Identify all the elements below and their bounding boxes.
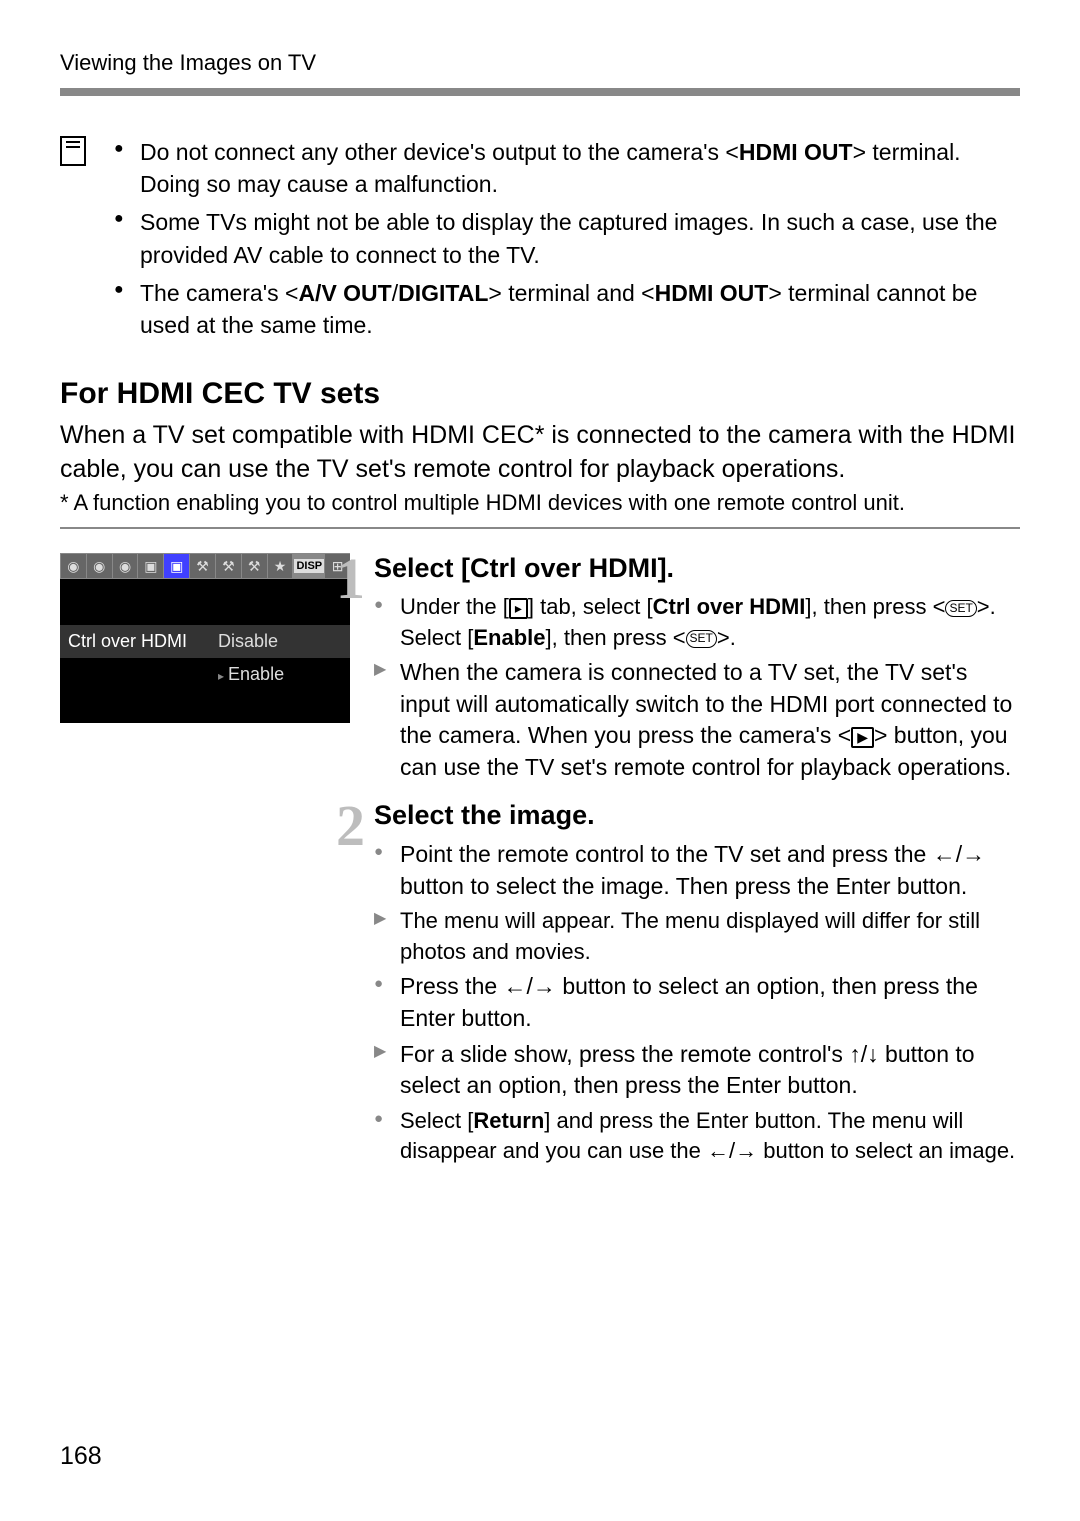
note-text: Do not connect any other device's output… bbox=[140, 139, 739, 165]
note-item: Do not connect any other device's output… bbox=[114, 136, 1020, 200]
note-text: > terminal and < bbox=[488, 280, 654, 306]
playback-tab-icon: ▸ bbox=[509, 598, 528, 619]
step-body: Point the remote control to the TV set a… bbox=[374, 839, 1020, 1167]
note-strong: DIGITAL bbox=[398, 280, 488, 306]
t: ], then press < bbox=[546, 625, 686, 650]
section-footnote: * A function enabling you to control mul… bbox=[60, 489, 1020, 518]
menu-row-sub-value: Enable bbox=[218, 664, 284, 685]
note-icon bbox=[60, 136, 86, 166]
menu-tab: ⚒ bbox=[215, 554, 241, 578]
page-number: 168 bbox=[60, 1442, 102, 1471]
step-bullet: Point the remote control to the TV set a… bbox=[374, 839, 1020, 902]
playback-icon: ▶ bbox=[851, 727, 874, 748]
step-number-icon: 2 bbox=[336, 800, 365, 852]
step-number-icon: 1 bbox=[336, 553, 365, 605]
page-header-title: Viewing the Images on TV bbox=[60, 50, 1020, 76]
section-divider bbox=[60, 527, 1020, 529]
menu-tab: ★ bbox=[267, 554, 293, 578]
menu-box: ◉ ◉ ◉ ▣ ▣ ⚒ ⚒ ⚒ ★ DISP ⊞ Ctrl over HDMI … bbox=[60, 553, 350, 723]
t: Select [ bbox=[400, 1108, 473, 1133]
set-icon: SET bbox=[686, 630, 717, 648]
menu-tab: ◉ bbox=[86, 554, 112, 578]
t: Under the [ bbox=[400, 594, 509, 619]
steps-container: ◉ ◉ ◉ ▣ ▣ ⚒ ⚒ ⚒ ★ DISP ⊞ Ctrl over HDMI … bbox=[60, 553, 1020, 1183]
disp-badge: DISP bbox=[294, 559, 324, 573]
steps-right: 1 Select [Ctrl over HDMI]. Under the [▸]… bbox=[366, 553, 1020, 1183]
notes-list: Do not connect any other device's output… bbox=[114, 136, 1020, 347]
menu-row-highlight: Ctrl over HDMI Disable bbox=[60, 625, 350, 658]
menu-row-value: Disable bbox=[218, 631, 278, 652]
note-strong: HDMI OUT bbox=[739, 139, 853, 165]
note-item: The camera's <A/V OUT/DIGITAL> terminal … bbox=[114, 277, 1020, 341]
step-title: Select the image. bbox=[374, 800, 1020, 831]
step-arrow: For a slide show, press the remote contr… bbox=[374, 1039, 1020, 1102]
menu-tab: ⚒ bbox=[189, 554, 215, 578]
t: >. bbox=[717, 625, 736, 650]
note-strong: HDMI OUT bbox=[655, 280, 769, 306]
step-arrow: When the camera is connected to a TV set… bbox=[374, 657, 1020, 784]
menu-tab: ▣ bbox=[137, 554, 163, 578]
note-text: The camera's < bbox=[140, 280, 298, 306]
step-bullet: Under the [▸] tab, select [Ctrl over HDM… bbox=[374, 592, 1020, 653]
menu-tab: ◉ bbox=[60, 554, 86, 578]
t: Ctrl over HDMI bbox=[653, 594, 806, 619]
step-arrow: The menu will appear. The menu displayed… bbox=[374, 906, 1020, 967]
menu-tab: ⚒ bbox=[241, 554, 267, 578]
step-body: Under the [▸] tab, select [Ctrl over HDM… bbox=[374, 592, 1020, 784]
t: ], then press < bbox=[805, 594, 945, 619]
menu-tab: ◉ bbox=[112, 554, 138, 578]
step-bullet: Select [Return] and press the Enter butt… bbox=[374, 1106, 1020, 1167]
section-heading: For HDMI CEC TV sets bbox=[60, 377, 1020, 411]
header-divider bbox=[60, 88, 1020, 96]
step-2: 2 Select the image. Point the remote con… bbox=[366, 800, 1020, 1167]
menu-row-sub: Enable bbox=[60, 658, 350, 691]
set-icon: SET bbox=[945, 600, 976, 618]
note-strong: A/V OUT bbox=[298, 280, 391, 306]
step-bullet: Press the ←/→ button to select an option… bbox=[374, 971, 1020, 1034]
menu-tabs: ◉ ◉ ◉ ▣ ▣ ⚒ ⚒ ⚒ ★ DISP ⊞ bbox=[60, 553, 350, 579]
menu-row-label: Ctrl over HDMI bbox=[68, 631, 218, 652]
t: Enable bbox=[473, 625, 545, 650]
step-1: 1 Select [Ctrl over HDMI]. Under the [▸]… bbox=[366, 553, 1020, 784]
notes-box: Do not connect any other device's output… bbox=[60, 136, 1020, 347]
section-body: When a TV set compatible with HDMI CEC* … bbox=[60, 419, 1020, 487]
note-item: Some TVs might not be able to display th… bbox=[114, 206, 1020, 270]
camera-menu-screenshot: ◉ ◉ ◉ ▣ ▣ ⚒ ⚒ ⚒ ★ DISP ⊞ Ctrl over HDMI … bbox=[60, 553, 350, 1183]
step-title: Select [Ctrl over HDMI]. bbox=[374, 553, 1020, 584]
menu-tab-active: ▣ bbox=[163, 554, 189, 578]
t: ] tab, select [ bbox=[528, 594, 653, 619]
t: Return bbox=[473, 1108, 544, 1133]
